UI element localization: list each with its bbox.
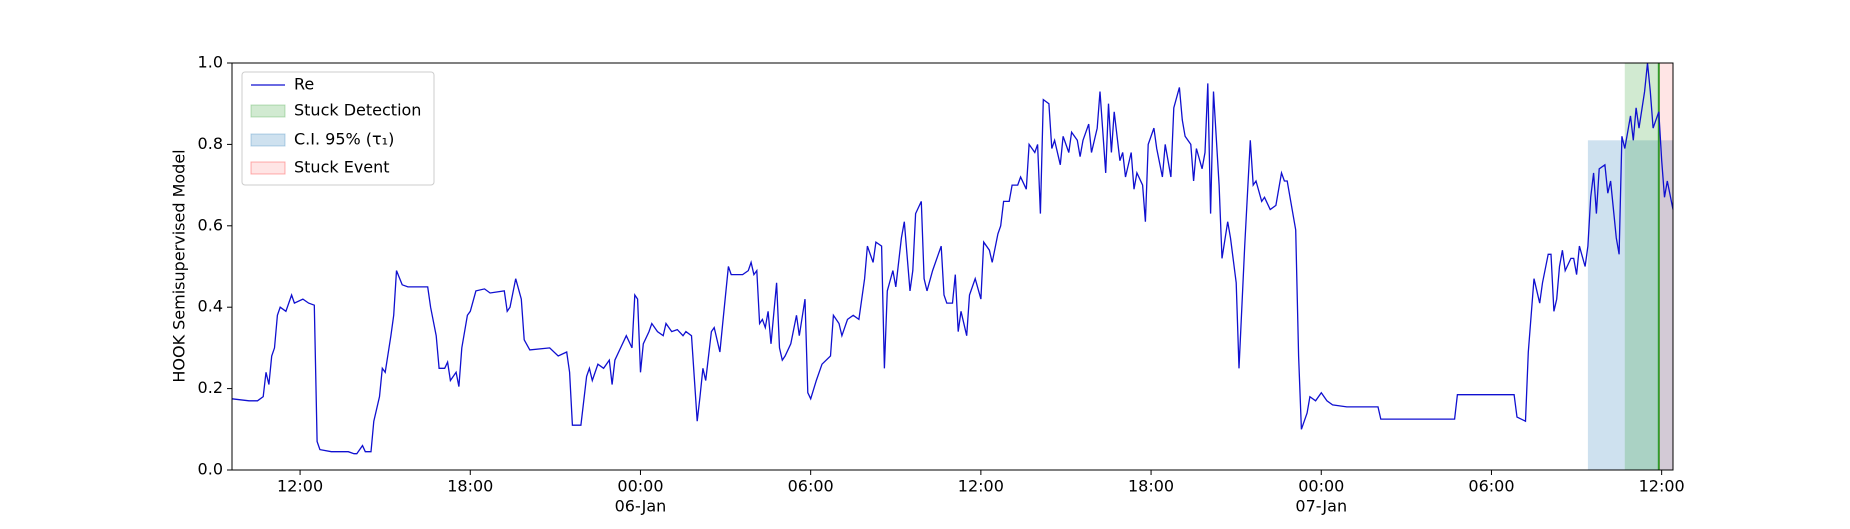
y-tick-label: 0.8	[198, 134, 223, 153]
y-tick-label: 0.0	[198, 460, 223, 479]
y-tick-label: 0.2	[198, 378, 223, 397]
y-tick-label: 0.6	[198, 215, 223, 234]
legend-box	[241, 71, 435, 186]
x-tick-label: 12:00	[1639, 477, 1685, 496]
x-tick-label: 12:00	[958, 477, 1004, 496]
x-tick-label: 00:00	[617, 477, 663, 496]
legend-swatch	[250, 161, 286, 175]
x-tick-label: 18:00	[1128, 477, 1174, 496]
shaded-region	[1624, 63, 1659, 470]
legend-label: Stuck Detection	[294, 101, 421, 120]
data-line	[231, 62, 1674, 455]
plot-frame	[231, 62, 1674, 471]
x-tick-date: 07-Jan	[1295, 497, 1347, 516]
legend-swatch	[250, 104, 286, 118]
legend-label: Stuck Event	[294, 158, 390, 177]
y-axis-label: HOOK Semisupervised Model	[170, 149, 189, 382]
y-tick-label: 0.4	[198, 297, 223, 316]
legend-swatch	[250, 133, 286, 147]
x-tick-label: 00:00	[1298, 477, 1344, 496]
x-tick-date: 06-Jan	[615, 497, 667, 516]
x-tick-label: 06:00	[788, 477, 834, 496]
x-tick-label: 18:00	[447, 477, 493, 496]
y-tick-label: 1.0	[198, 53, 223, 72]
x-tick-label: 12:00	[277, 477, 323, 496]
x-tick-label: 06:00	[1468, 477, 1514, 496]
legend-label: C.I. 95% (τ₁)	[294, 130, 394, 149]
legend-label: Re	[294, 75, 314, 94]
shaded-region	[1658, 63, 1673, 470]
